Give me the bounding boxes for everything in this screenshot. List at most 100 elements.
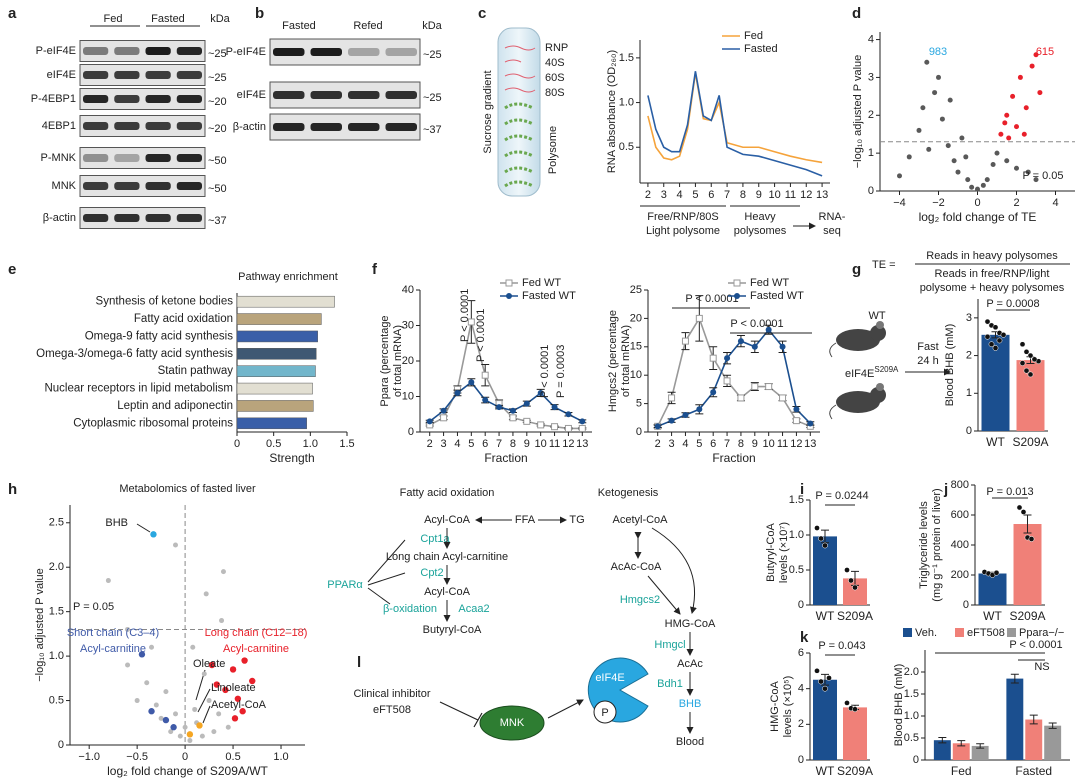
data-point — [916, 127, 922, 133]
blot-band — [83, 47, 109, 55]
x-tick-label: 8 — [510, 438, 516, 450]
legend-label: Fasted WT — [522, 290, 576, 302]
y-tick-label: 25 — [630, 284, 642, 296]
y-tick-label: 1.5 — [49, 606, 64, 618]
x-tick-label: 2 — [645, 189, 651, 201]
x-tick-label: 1.0 — [303, 438, 318, 450]
data-point — [751, 343, 758, 350]
x-tick-label: 0.5 — [266, 438, 281, 450]
y-tick-label: 10 — [402, 390, 414, 402]
genotype-label: eIF4ES209A — [845, 365, 899, 380]
x-tick-label: 13 — [816, 189, 828, 201]
data-point — [947, 97, 953, 103]
x-tick-label: 8 — [738, 438, 744, 450]
kinase-label: MNK — [500, 717, 525, 729]
data-point — [173, 711, 179, 717]
data-point — [170, 724, 177, 731]
annotation: 615 — [1036, 46, 1054, 58]
blot-band — [83, 154, 109, 162]
sucrose-tube — [497, 27, 541, 197]
phospho-label: P — [601, 707, 608, 719]
data-point — [454, 389, 461, 396]
group-label: Fasted — [282, 20, 316, 32]
size-marker: ~20 — [208, 123, 227, 135]
y-tick-label: 0 — [868, 185, 874, 197]
data-point — [467, 318, 475, 326]
data-point — [1023, 105, 1029, 111]
blot-band — [83, 182, 109, 190]
data-point — [926, 146, 932, 152]
enzyme: Hmgcl — [654, 639, 685, 651]
data-point — [936, 74, 941, 80]
y-tick-label: 4 — [868, 33, 874, 45]
blot-strip — [79, 64, 206, 86]
y-tick-label: 0 — [408, 426, 414, 438]
blot-strip — [79, 88, 206, 110]
data-point — [1027, 352, 1034, 359]
data-point — [737, 338, 744, 345]
annotation: Acyl-carnitine — [223, 643, 289, 655]
y-tick-label: 15 — [630, 341, 642, 353]
y-tick-label: 1.5 — [904, 688, 919, 700]
y-tick-label: 0.5 — [619, 141, 634, 153]
size-marker: ~25 — [423, 92, 442, 104]
data-point — [994, 150, 1000, 156]
enzyme: Acaa2 — [458, 603, 489, 615]
protein-label: P-eIF4E — [226, 46, 266, 58]
data-point — [695, 314, 703, 322]
category-label: Synthesis of ketone bodies — [96, 296, 234, 308]
category-label: Leptin and adiponectin — [117, 400, 233, 412]
error-bar — [1023, 514, 1032, 534]
annotation: Long chain (C12–18) — [205, 627, 308, 639]
data-point — [186, 731, 194, 738]
blot-band — [176, 214, 202, 222]
legend-swatch — [903, 628, 912, 637]
data-point — [537, 421, 545, 429]
bar — [843, 707, 867, 760]
metabolite: Butyryl-CoA — [423, 624, 482, 636]
category-label: Nuclear receptors in lipid metabolism — [44, 383, 233, 395]
x-tick-label: 3 — [441, 438, 447, 450]
error-bar — [821, 673, 829, 686]
x-tick-label: 12 — [790, 438, 802, 450]
x-tick-label: 10 — [763, 438, 775, 450]
blot-band — [114, 154, 140, 162]
panel-label: a — [8, 5, 17, 22]
data-point — [1031, 356, 1038, 363]
x-tick-label: S209A — [1012, 435, 1048, 449]
category-label: Omega-3/omega-6 fatty acid synthesis — [36, 348, 233, 360]
data-point — [1006, 135, 1012, 141]
data-point — [440, 414, 448, 422]
data-point — [998, 131, 1004, 137]
annotation: NS — [1034, 661, 1049, 673]
annotation: P = 0.05 — [1022, 170, 1063, 182]
data-point — [992, 324, 999, 331]
annotation: P < 0.0001 — [1009, 639, 1062, 651]
genotype-label: WT — [868, 310, 885, 322]
y-tick-label: 3 — [966, 312, 972, 324]
group-label: Fasted — [151, 13, 185, 25]
data-point — [959, 135, 965, 141]
x-axis-label: Strength — [269, 451, 314, 465]
pathway-arrows — [367, 516, 697, 734]
x-tick-label: 13 — [804, 438, 816, 450]
y-tick-label: 2.0 — [904, 666, 919, 678]
enzyme: Cpt1a — [420, 533, 450, 545]
data-point — [1014, 124, 1019, 130]
data-point — [125, 626, 131, 632]
metabolite: FFA — [515, 514, 536, 526]
data-point — [844, 700, 850, 706]
data-point — [980, 182, 986, 188]
y-tick-label: 20 — [402, 355, 414, 367]
y-axis-label: −log₁₀ adjusted P value — [852, 55, 864, 169]
data-point — [1029, 63, 1035, 69]
data-point — [163, 689, 169, 695]
y-axis-label: Triglyceride levels — [918, 501, 930, 589]
data-point — [1004, 112, 1010, 118]
y-tick-label: 1 — [966, 387, 972, 399]
bar — [236, 400, 314, 412]
metabolite: Acyl-CoA — [424, 586, 471, 598]
data-point — [723, 377, 731, 385]
data-point — [1019, 341, 1026, 348]
unit-label: kDa — [210, 13, 230, 25]
